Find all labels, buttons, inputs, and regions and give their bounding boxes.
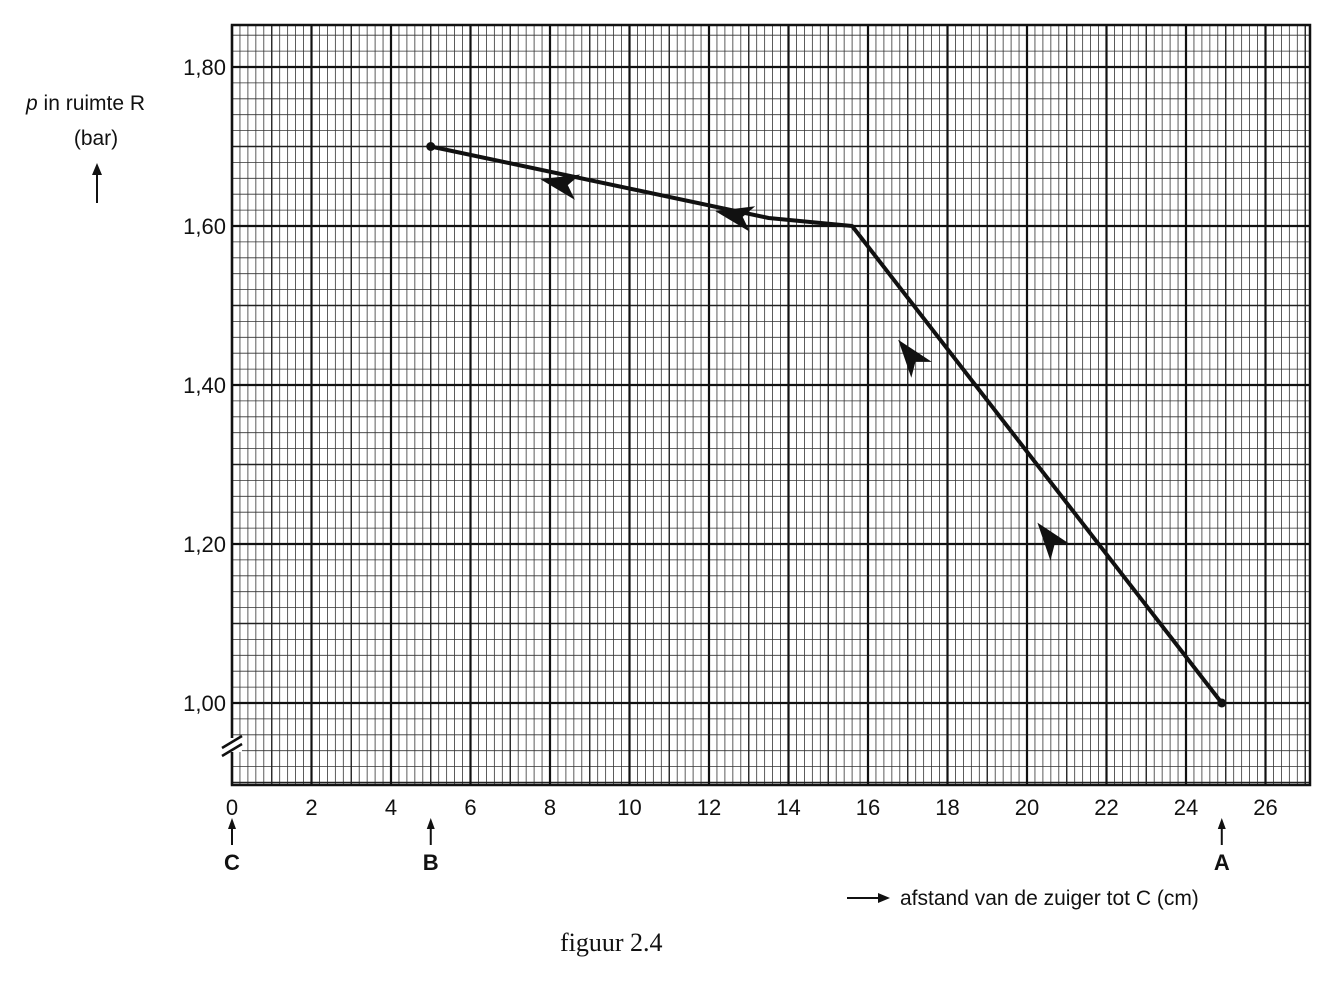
direction-arrow-icon — [1037, 522, 1071, 561]
data-line — [430, 144, 1224, 705]
x-tick-label: 8 — [544, 795, 556, 820]
x-tick-label: 20 — [1015, 795, 1039, 820]
y-axis-break-icon — [221, 734, 243, 758]
x-axis-arrow-icon — [847, 893, 890, 903]
x-tick-label: 24 — [1174, 795, 1198, 820]
y-tick-label: 1,40 — [183, 373, 226, 398]
y-axis-label-rest: in ruimte R — [38, 92, 145, 115]
position-marker: C — [224, 818, 240, 875]
position-marker: B — [423, 818, 439, 875]
x-tick-label: 0 — [226, 795, 238, 820]
position-marker-label: C — [224, 850, 240, 875]
up-arrow-icon — [426, 818, 435, 829]
x-tick-label: 2 — [305, 795, 317, 820]
grid-mid-lines — [232, 25, 1310, 785]
data-series — [426, 142, 1227, 708]
position-marker: A — [1214, 818, 1230, 875]
y-tick-label: 1,80 — [183, 55, 226, 80]
y-axis-unit: (bar) — [74, 127, 118, 150]
plot-frame — [230, 23, 1312, 787]
up-arrow-icon — [1217, 818, 1226, 829]
x-tick-label: 18 — [935, 795, 959, 820]
x-tick-label: 12 — [697, 795, 721, 820]
up-arrow-icon — [228, 818, 236, 829]
x-tick-label: 6 — [464, 795, 476, 820]
y-tick-label: 1,60 — [183, 214, 226, 239]
axis-break-gap — [222, 738, 242, 752]
data-point — [1217, 698, 1227, 708]
grid-minor — [232, 25, 1310, 785]
position-marker-label: B — [423, 850, 439, 875]
y-tick-label: 1,20 — [183, 532, 226, 557]
position-marker-label: A — [1214, 850, 1230, 875]
x-tick-label: 4 — [385, 795, 397, 820]
axis-break-line — [221, 742, 243, 758]
x-tick-label: 26 — [1253, 795, 1277, 820]
y-axis-label: p in ruimte R — [25, 92, 145, 115]
x-tick-label: 10 — [617, 795, 641, 820]
data-point — [426, 142, 436, 151]
figure-caption: figuur 2.4 — [560, 928, 663, 957]
axis-break-line — [221, 734, 243, 750]
grid-minor-lines — [232, 25, 1310, 785]
y-tick-label: 1,00 — [183, 691, 226, 716]
x-tick-label: 14 — [776, 795, 800, 820]
x-tick-label: 16 — [856, 795, 880, 820]
direction-arrow-icon — [898, 339, 932, 378]
y-axis-variable: p — [25, 92, 38, 115]
x-axis-label: afstand van de zuiger tot C (cm) — [900, 887, 1199, 910]
axes — [221, 23, 1312, 787]
direction-arrow-icon — [715, 206, 756, 232]
x-tick-labels: 0 2 4 6 8 10 12 14 16 18 20 22 24 26 — [226, 795, 1278, 820]
y-tick-labels: 1,00 1,20 1,40 1,60 1,80 — [183, 55, 226, 716]
y-axis-arrow-icon — [92, 163, 102, 203]
direction-arrow-icon — [540, 174, 581, 200]
x-tick-label: 22 — [1094, 795, 1118, 820]
